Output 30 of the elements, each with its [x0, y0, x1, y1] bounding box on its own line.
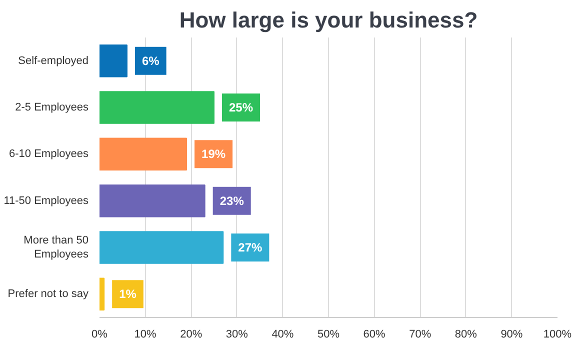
y-tick-label: Self-employed — [18, 54, 89, 67]
bar — [100, 91, 214, 124]
x-tick-label: 30% — [226, 328, 248, 340]
bar — [100, 231, 224, 264]
x-tick-label: 0% — [92, 328, 108, 340]
data-label: 6% — [142, 54, 160, 68]
x-tick-label: 90% — [500, 328, 523, 340]
bar — [100, 138, 188, 171]
x-tick-label: 40% — [272, 328, 294, 340]
x-tick-label: 100% — [543, 328, 572, 340]
bar — [100, 184, 206, 218]
chart-title: How large is your business? — [179, 8, 478, 32]
data-label: 27% — [238, 240, 263, 254]
x-tick-label: 50% — [317, 328, 340, 340]
y-tick-label: 11-50 Employees — [4, 194, 89, 207]
bar — [100, 278, 105, 311]
x-tick-label: 20% — [180, 328, 202, 340]
x-tick-label: 60% — [363, 328, 386, 340]
data-label: 19% — [202, 147, 226, 162]
data-label: 1% — [119, 287, 137, 302]
y-tick-label: More than 50 Employees — [24, 234, 89, 261]
y-tick-label: 6-10 Employees — [9, 148, 89, 160]
data-label: 25% — [229, 100, 254, 114]
x-tick-label: 10% — [134, 328, 157, 340]
x-tick-label: 70% — [409, 328, 432, 340]
data-label: 23% — [220, 194, 244, 208]
bar — [100, 44, 128, 78]
y-tick-label: Prefer not to say — [8, 288, 89, 300]
y-tick-label: 2-5 Employees — [15, 102, 89, 114]
x-tick-label: 80% — [454, 328, 478, 340]
